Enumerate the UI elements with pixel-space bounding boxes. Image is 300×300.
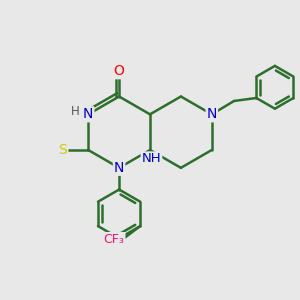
Text: S: S <box>58 143 67 157</box>
Text: N: N <box>114 161 124 175</box>
Text: N: N <box>207 107 217 121</box>
Text: CF₃: CF₃ <box>103 233 124 246</box>
Text: H: H <box>71 105 80 118</box>
Text: O: O <box>114 64 124 78</box>
Text: N: N <box>83 107 93 121</box>
Text: NH: NH <box>142 152 161 165</box>
